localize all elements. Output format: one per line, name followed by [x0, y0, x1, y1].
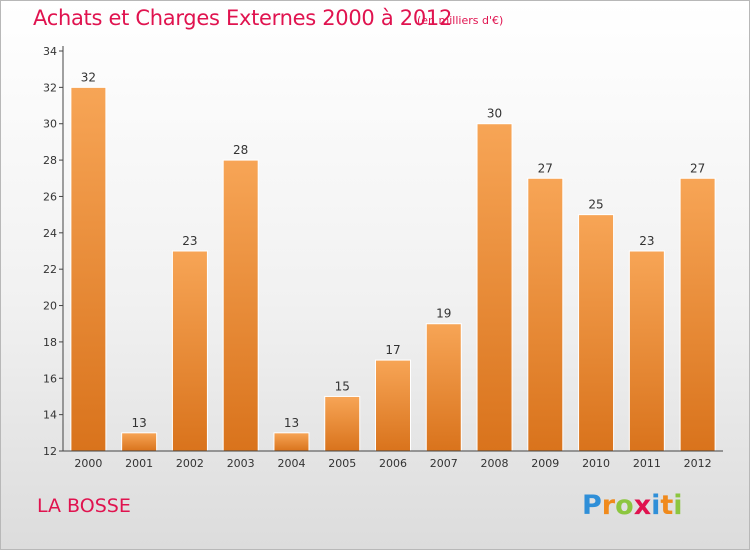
logo-letter: P	[582, 490, 602, 521]
y-tick-label: 20	[43, 300, 57, 313]
logo-letter: o	[615, 490, 634, 521]
x-tick-label: 2000	[74, 457, 102, 470]
y-tick-label: 22	[43, 263, 57, 276]
bar	[273, 432, 310, 452]
chart-title: Achats et Charges Externes 2000 à 2012	[33, 6, 453, 30]
data-label: 23	[639, 234, 654, 248]
data-label: 32	[81, 70, 96, 84]
x-tick-label: 2011	[633, 457, 661, 470]
x-tick-label: 2007	[430, 457, 458, 470]
x-tick-label: 2012	[684, 457, 712, 470]
logo-letter: i	[651, 490, 661, 521]
bars-group: 32 13 23 28 13 15 17 19 30 27 25 23 27	[70, 70, 716, 452]
y-tick-label: 12	[43, 445, 57, 458]
data-label: 28	[233, 143, 248, 157]
y-tick-label: 18	[43, 336, 57, 349]
commune-name: LA BOSSE	[37, 495, 131, 517]
x-tick-label: 2002	[176, 457, 204, 470]
bar	[628, 250, 665, 452]
y-tick-label: 34	[43, 45, 57, 58]
data-label: 17	[385, 343, 400, 357]
bar	[171, 250, 208, 452]
bar	[527, 177, 564, 452]
bar	[476, 123, 513, 452]
x-tick-label: 2003	[227, 457, 255, 470]
y-tick-label: 32	[43, 81, 57, 94]
y-tick-label: 16	[43, 372, 57, 385]
logo-letter: t	[660, 490, 674, 521]
x-tick-label: 2005	[328, 457, 356, 470]
logo-letter: i	[673, 490, 683, 521]
y-tick-label: 14	[43, 409, 57, 422]
data-label: 27	[538, 161, 553, 175]
x-tick-label: 2001	[125, 457, 153, 470]
x-tick-label: 2006	[379, 457, 407, 470]
logo-letter: x	[633, 490, 652, 521]
y-tick-label: 30	[43, 118, 57, 131]
bar	[324, 395, 361, 452]
data-label: 13	[284, 416, 299, 430]
bar	[578, 214, 615, 452]
bar	[70, 86, 107, 452]
bar	[679, 177, 716, 452]
data-label: 30	[487, 107, 502, 121]
x-tick-label: 2008	[481, 457, 509, 470]
data-label: 27	[690, 161, 705, 175]
bar	[222, 159, 259, 452]
proxiti-logo: Proxiti	[582, 490, 683, 521]
y-tick-label: 26	[43, 190, 57, 203]
data-label: 13	[132, 416, 147, 430]
chart-subtitle: (en milliers d'€)	[417, 14, 504, 27]
bar	[425, 323, 462, 452]
axes-group: 2000 2001 2002 2003 2004 2005 2006 2007 2008 2009…	[43, 45, 723, 470]
data-label: 23	[182, 234, 197, 248]
x-tick-label: 2009	[531, 457, 559, 470]
data-label: 15	[335, 379, 350, 393]
x-tick-label: 2004	[277, 457, 305, 470]
logo-letter: r	[601, 490, 616, 521]
data-label: 19	[436, 307, 451, 321]
bar	[375, 359, 411, 452]
y-tick-label: 28	[43, 154, 57, 167]
bar	[121, 432, 158, 452]
y-tick-label: 24	[43, 227, 57, 240]
x-tick-label: 2010	[582, 457, 610, 470]
data-label: 25	[588, 198, 603, 212]
